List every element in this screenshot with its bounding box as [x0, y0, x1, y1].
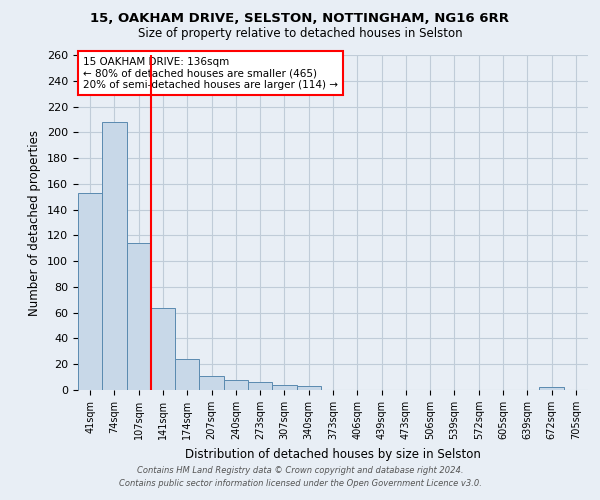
Bar	[78, 193, 102, 390]
Bar	[102, 122, 127, 390]
Bar	[199, 376, 224, 390]
Bar	[175, 359, 199, 390]
Bar	[272, 385, 296, 390]
X-axis label: Distribution of detached houses by size in Selston: Distribution of detached houses by size …	[185, 448, 481, 460]
Bar	[151, 308, 175, 390]
Bar	[248, 382, 272, 390]
Bar	[127, 243, 151, 390]
Y-axis label: Number of detached properties: Number of detached properties	[28, 130, 41, 316]
Bar	[296, 386, 321, 390]
Bar	[224, 380, 248, 390]
Text: Size of property relative to detached houses in Selston: Size of property relative to detached ho…	[137, 28, 463, 40]
Text: 15 OAKHAM DRIVE: 136sqm
← 80% of detached houses are smaller (465)
20% of semi-d: 15 OAKHAM DRIVE: 136sqm ← 80% of detache…	[83, 56, 338, 90]
Text: Contains HM Land Registry data © Crown copyright and database right 2024.
Contai: Contains HM Land Registry data © Crown c…	[119, 466, 481, 487]
Text: 15, OAKHAM DRIVE, SELSTON, NOTTINGHAM, NG16 6RR: 15, OAKHAM DRIVE, SELSTON, NOTTINGHAM, N…	[91, 12, 509, 26]
Bar	[539, 388, 564, 390]
